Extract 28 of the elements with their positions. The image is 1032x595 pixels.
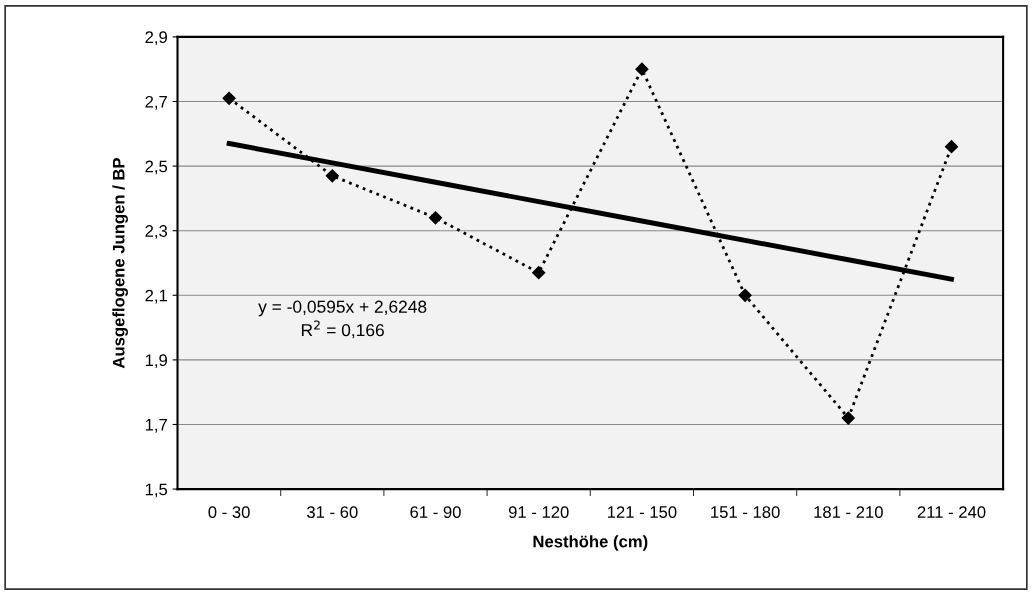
point: [841, 411, 855, 425]
y-tick-label: 2,3: [145, 225, 168, 239]
point: [325, 169, 339, 183]
annotation: y = -0,0595x + 2,6248: [258, 300, 427, 317]
point: [738, 288, 752, 302]
y-tick-label: 1,9: [145, 354, 167, 369]
y-tick-label: 1,5: [145, 483, 168, 498]
point: [222, 91, 236, 105]
x-tick-label: 31 - 60: [307, 506, 358, 518]
x-tick-label: 211 - 240: [917, 506, 986, 518]
x-tick-label: 181 - 210: [814, 506, 883, 518]
x-tick-label: 61 - 90: [410, 506, 461, 518]
x-tick-label: 151 - 180: [711, 506, 780, 518]
y-axis-title: Ausgeflogene Jungen / BP: [112, 157, 128, 369]
x-tick-label: 121 - 150: [607, 506, 677, 518]
x-tick-label: 91 - 120: [508, 506, 569, 518]
x-tick-label: 0 - 30: [208, 506, 250, 518]
point: [532, 266, 546, 280]
y-tick-label: 2,5: [145, 160, 168, 175]
point: [428, 211, 443, 225]
point: [944, 140, 959, 154]
x-axis-title: Nesthöhe (cm): [533, 535, 648, 551]
y-tick-label: 2,7: [145, 95, 167, 110]
y-tick-label: 2,9: [145, 31, 167, 46]
y-tick-label: 1,7: [145, 419, 167, 433]
y-tick-label: 2,1: [145, 289, 167, 304]
point: [635, 62, 649, 76]
annotation: R$^{2}$ = 0,166: [301, 320, 384, 339]
